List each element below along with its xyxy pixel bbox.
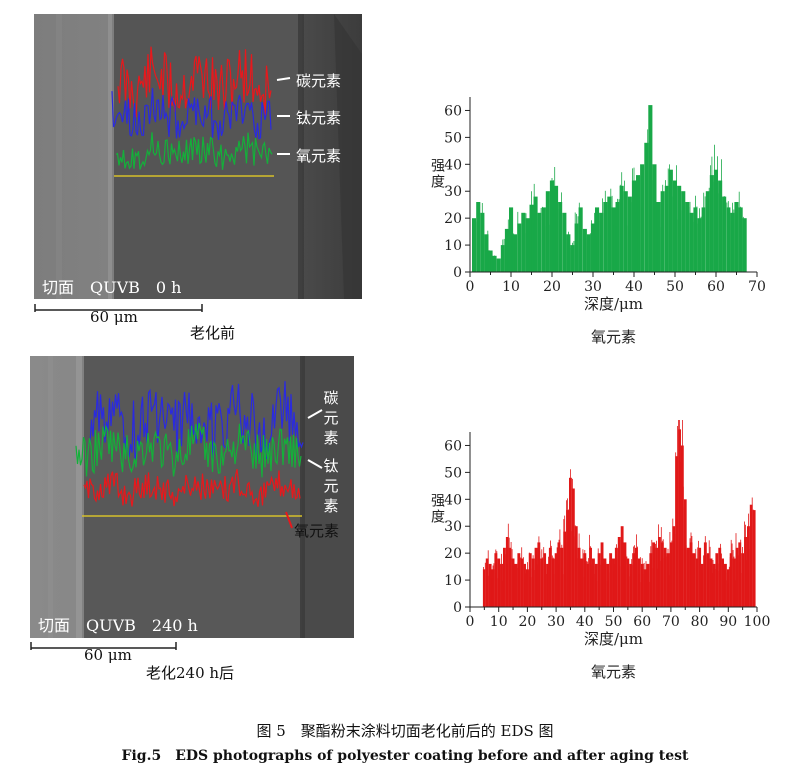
eds-chart-before: 0 10 20 30 40 50 60 0 10 20 30 40 50 60 70 强度深度/μm 氧元素 — [410, 85, 790, 354]
x-tick-label: 70 — [662, 614, 680, 630]
carbon-trace — [117, 46, 272, 118]
sem-micrograph-before — [34, 14, 362, 299]
y-axis-label-char: 度 — [431, 510, 445, 526]
x-tick-label: 10 — [502, 279, 520, 295]
label-oxygen: 氧元素 — [296, 147, 342, 165]
y-axis-label-char: 强 — [431, 159, 445, 175]
sem-micrograph-after — [30, 356, 354, 638]
y-tick-label: 0 — [453, 600, 462, 616]
x-tick-label: 0 — [466, 279, 475, 295]
oxygen-chart-after: 0 10 20 30 40 50 60 0 10 20 30 40 50 60 70 80 90 100 强度深度/… — [431, 385, 771, 681]
caption-after: 老化240 h后 — [146, 664, 235, 682]
label-carbon: 碳元素 — [296, 72, 342, 90]
chart-title: 氧元素 — [591, 663, 636, 681]
y-tick-label: 0 — [453, 265, 462, 281]
vertical-label-char: 素 — [323, 497, 339, 515]
y-tick-label: 50 — [444, 465, 462, 481]
y-tick-label: 60 — [444, 438, 462, 454]
y-tick-label: 40 — [444, 492, 462, 508]
y-tick-label: 20 — [444, 546, 462, 562]
vertical-label-char: 钛 — [323, 457, 339, 475]
label-oxygen-after: 氧元素 — [294, 522, 340, 540]
figure-caption-english: Fig.5 EDS photographs of polyester coati… — [121, 748, 689, 764]
sem-label-before: 切面 QUVB 0 h — [42, 278, 182, 297]
x-tick-label: 40 — [576, 614, 594, 630]
vertical-label-char: 元 — [323, 477, 339, 495]
titanium-trace — [111, 87, 272, 140]
x-tick-label: 50 — [605, 614, 623, 630]
y-tick-label: 10 — [444, 238, 462, 254]
x-axis-label: 深度/μm — [584, 295, 643, 313]
y-tick-label: 10 — [444, 573, 462, 589]
bars-group — [482, 385, 756, 607]
x-tick-label: 30 — [547, 614, 565, 630]
y-axis-label: 强度 — [431, 494, 445, 526]
y-axis-label-char: 度 — [431, 175, 445, 191]
x-tick-label: 60 — [633, 614, 651, 630]
label-titanium: 钛元素 — [296, 109, 342, 127]
x-tick-label: 0 — [466, 614, 475, 630]
x-axis-label: 深度/μm — [584, 630, 643, 648]
eds-chart-after: 0 10 20 30 40 50 60 0 10 20 30 40 50 60 70 80 90 100 强度深度/… — [410, 385, 790, 689]
scale-bar-label-before: 60 μm — [90, 308, 138, 326]
x-tick-label: 100 — [744, 614, 771, 630]
oxygen-trace — [115, 132, 273, 170]
x-tick-label: 20 — [543, 279, 561, 295]
y-axis-label: 强度 — [431, 159, 445, 191]
carbon-trace — [83, 468, 301, 507]
x-tick-label: 40 — [625, 279, 643, 295]
label-carbon-after: 碳元素 — [322, 388, 340, 448]
scale-bar-before — [34, 304, 203, 312]
sem-image-after-aging: 切面 QUVB 240 h — [30, 356, 354, 638]
y-tick-label: 20 — [444, 211, 462, 227]
caption-before: 老化前 — [190, 324, 236, 342]
figure-caption-chinese: 图 5 聚酯粉末涂料切面老化前后的 EDS 图 — [256, 722, 554, 740]
vertical-label-char: 素 — [323, 429, 339, 447]
x-tick-label: 90 — [719, 614, 737, 630]
vertical-label-char: 元 — [323, 409, 339, 427]
y-axis-label-char: 强 — [431, 494, 445, 510]
y-tick-label: 50 — [444, 130, 462, 146]
vertical-label-char: 碳 — [323, 389, 339, 407]
sem-image-before-aging: 碳元素 钛元素 氧元素 切面 QUVB 0 h — [34, 14, 362, 299]
y-tick-label: 30 — [444, 184, 462, 200]
scale-bar-after — [30, 642, 177, 650]
x-tick-label: 30 — [584, 279, 602, 295]
chart-title: 氧元素 — [591, 328, 636, 346]
scale-bar-label-after: 60 μm — [84, 646, 132, 664]
x-tick-label: 70 — [748, 279, 766, 295]
y-tick-label: 60 — [444, 103, 462, 119]
x-tick-label: 80 — [691, 614, 709, 630]
sem-label-after: 切面 QUVB 240 h — [38, 616, 198, 635]
oxygen-trace — [75, 422, 302, 478]
y-tick-label: 40 — [444, 157, 462, 173]
x-tick-label: 20 — [518, 614, 536, 630]
x-tick-label: 50 — [666, 279, 684, 295]
bars-group — [472, 105, 747, 272]
x-tick-label: 10 — [490, 614, 508, 630]
x-tick-label: 60 — [707, 279, 725, 295]
y-tick-label: 30 — [444, 519, 462, 535]
label-titanium-after: 钛元素 — [322, 456, 340, 516]
